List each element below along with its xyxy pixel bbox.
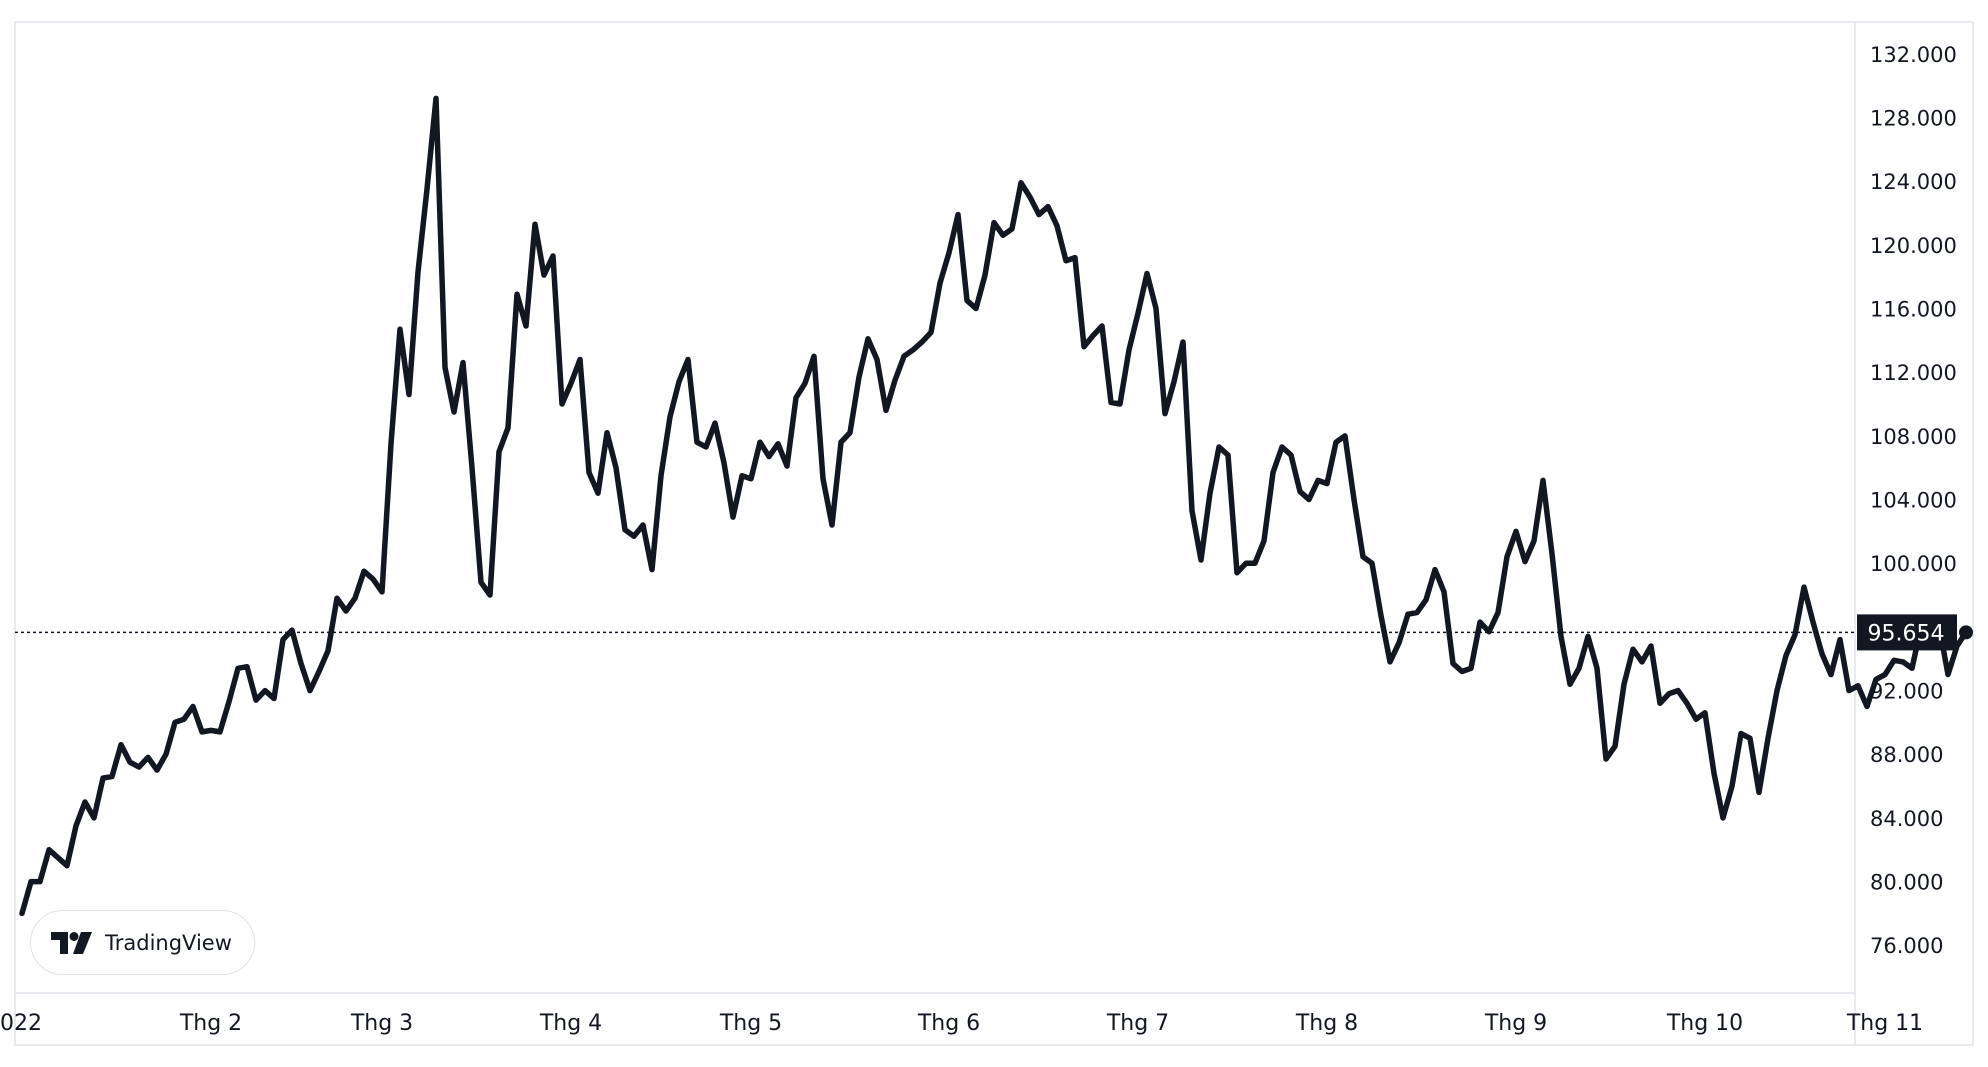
x-tick-label: Thg 2 — [179, 1011, 242, 1036]
y-tick-label: 76.000 — [1870, 934, 1943, 958]
tradingview-logo[interactable]: TradingView — [30, 910, 255, 975]
tradingview-logo-icon — [51, 931, 92, 954]
x-tick-label: Thg 4 — [539, 1011, 602, 1036]
x-tick-label: 022 — [0, 1011, 42, 1036]
x-tick-label: Thg 6 — [917, 1011, 980, 1036]
y-tick-label: 84.000 — [1870, 807, 1943, 831]
y-tick-label: 80.000 — [1870, 871, 1943, 895]
x-tick-label: Thg 10 — [1666, 1011, 1743, 1036]
y-tick-label: 100.000 — [1870, 552, 1957, 576]
last-price-badge — [1857, 614, 1957, 651]
price-series-line[interactable] — [19, 95, 1969, 917]
y-axis: 76.000 80.000 84.000 88.000 92.000 100.000 104… — [1870, 43, 1957, 958]
last-price-layer: 95.654 — [15, 614, 1973, 651]
tradingview-logo-label: TradingView — [105, 930, 232, 955]
series-layer — [19, 95, 1969, 917]
y-tick-label: 128.000 — [1870, 107, 1957, 131]
x-tick-label: Thg 5 — [719, 1011, 782, 1036]
x-tick-label: Thg 8 — [1295, 1011, 1358, 1036]
chart-border — [14, 21, 1974, 1046]
x-axis: 022 Thg 2 Thg 3 Thg 4 Thg 5 Thg 6 Thg 7 Thg 8 Th… — [0, 1011, 1923, 1036]
y-tick-label: 132.000 — [1870, 43, 1957, 67]
x-tick-label: Thg 7 — [1106, 1011, 1169, 1036]
y-tick-label: 88.000 — [1870, 743, 1943, 767]
last-price-label: 95.654 — [1868, 621, 1945, 646]
y-tick-label: 116.000 — [1870, 298, 1957, 322]
last-price-dot[interactable] — [1959, 625, 1973, 640]
chart-frame — [14, 21, 1974, 1046]
y-tick-label: 92.000 — [1870, 680, 1943, 704]
x-tick-label: Thg 3 — [350, 1011, 413, 1036]
y-tick-label: 112.000 — [1870, 361, 1957, 385]
x-tick-label: Thg 9 — [1484, 1011, 1547, 1036]
y-tick-label: 104.000 — [1870, 489, 1957, 513]
x-tick-label: Thg 11 — [1846, 1011, 1923, 1036]
y-tick-label: 124.000 — [1870, 170, 1957, 194]
y-tick-label: 108.000 — [1870, 425, 1957, 449]
y-tick-label: 120.000 — [1870, 234, 1957, 258]
